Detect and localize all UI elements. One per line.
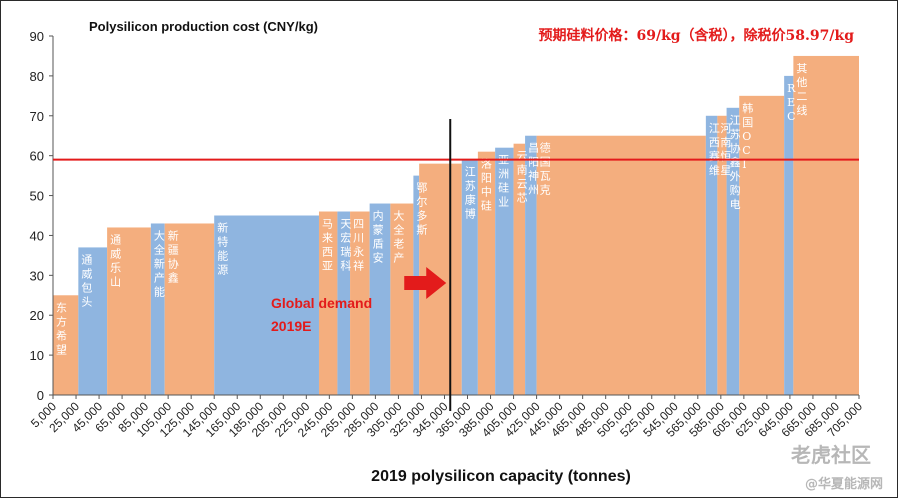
y-tick-label-4: 40: [30, 228, 44, 243]
bar-23: [784, 75, 794, 395]
bar-22: [739, 95, 785, 395]
bar-label-22: 韩国 O C I: [742, 101, 753, 171]
bar-17: [525, 135, 537, 395]
bar-13: [461, 159, 478, 395]
bar-5: [214, 215, 319, 395]
bar-16: [513, 143, 526, 395]
bar-1: [78, 247, 108, 395]
bar-24: [793, 55, 859, 395]
price-annotation: 预期硅料价格：69/kg（含税），除税价58.97/kg: [538, 27, 854, 44]
bar-21: [726, 107, 740, 396]
bar-label-19: 江西赛维: [709, 122, 720, 177]
demand-label-line-2: 2019E: [271, 318, 311, 334]
bar-label-16: 云南云芯: [517, 150, 528, 205]
bar-label-14: 洛阳中硅: [481, 157, 492, 213]
y-tick-label-5: 50: [30, 189, 44, 204]
chart-title: Polysilicon production cost (CNY/kg): [89, 19, 318, 34]
bar-label-0: 东方希望: [56, 301, 67, 356]
bar-2: [107, 227, 151, 395]
bar-label-20: 河南恒星: [720, 122, 731, 177]
bar-7: [337, 211, 351, 395]
y-tick-label-6: 60: [30, 149, 44, 164]
bar-20: [717, 115, 727, 396]
bar-8: [350, 211, 370, 395]
bar-label-18: 德国瓦克: [540, 141, 551, 197]
y-tick-label-7: 70: [30, 109, 44, 124]
demand-label-line-1: Global demand: [271, 295, 372, 311]
watermark-source: @华夏能源网: [805, 477, 884, 492]
bar-label-10: 大全老产: [393, 209, 404, 265]
bar-label-8: 四川永祥: [353, 218, 364, 273]
y-tick-label-1: 10: [30, 348, 44, 363]
y-tick-label-3: 30: [30, 268, 44, 283]
bar-19: [705, 115, 718, 396]
bar-label-5: 新特能源: [217, 221, 228, 277]
bar-18: [536, 135, 706, 395]
bar-label-13: 江苏康博: [465, 166, 476, 221]
watermark-community: 老虎社区: [791, 443, 871, 467]
x-axis-title: 2019 polysilicon capacity (tonnes): [371, 468, 631, 485]
bar-label-4: 新疆协鑫: [168, 228, 179, 284]
bars-layer: [53, 55, 859, 396]
bar-4: [164, 223, 215, 395]
bar-label-15: 亚洲硅业: [498, 154, 509, 209]
y-tick-label-0: 0: [37, 388, 44, 403]
overlay-layer: [53, 119, 859, 411]
bar-label-7: 天宏瑞科: [340, 218, 351, 273]
bar-label-17: 昌阳神州: [528, 142, 539, 197]
bar-3: [150, 223, 165, 395]
bar-label-11: 鄂尔多斯: [416, 182, 427, 237]
bar-6: [318, 211, 338, 395]
y-tick-label-2: 20: [30, 308, 44, 323]
bar-label-21: 江苏协鑫外购电: [730, 114, 741, 211]
bar-14: [477, 151, 496, 395]
bar-10: [390, 203, 414, 395]
bar-0: [53, 295, 79, 395]
y-tick-label-9: 90: [30, 29, 44, 44]
bar-9: [369, 203, 391, 395]
bar-label-2: 通威乐山: [110, 233, 121, 288]
bar-label-9: 内蒙盾安: [373, 209, 384, 265]
y-tick-label-8: 80: [30, 69, 44, 84]
bar-15: [495, 147, 514, 395]
bar-label-24: 其他二线: [796, 62, 807, 117]
bar-label-6: 马来西亚: [322, 218, 333, 273]
bar-label-1: 通威包头: [81, 253, 92, 308]
bar-label-3: 大全新产能: [154, 228, 165, 298]
demand-arrow: [404, 267, 447, 299]
